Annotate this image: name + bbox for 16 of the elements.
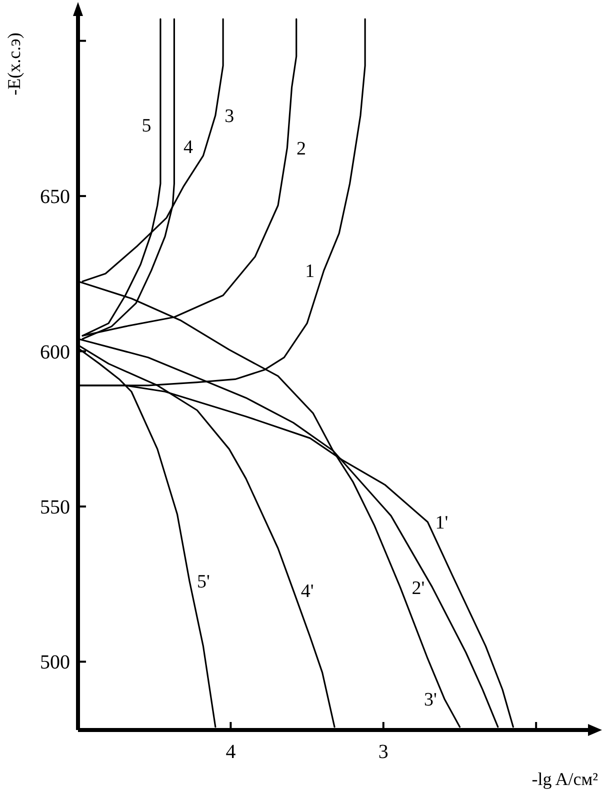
annotation: 2' — [412, 578, 425, 599]
annotation: 3' — [424, 690, 437, 711]
y-tick-label: 550 — [40, 496, 70, 518]
annotation: 5 — [142, 115, 152, 136]
annotation: 1' — [435, 512, 448, 534]
annotation: 3 — [224, 106, 234, 127]
annotation: 4' — [300, 580, 314, 602]
annotation: 4 — [183, 137, 194, 158]
annotation: 2 — [296, 138, 306, 160]
y-tick-label: 500 — [40, 652, 70, 674]
y-tick-label: 650 — [40, 186, 70, 208]
annotation: 5' — [197, 572, 210, 593]
x-axis-title: -lg A/см² — [532, 769, 598, 789]
y-axis-title: -E(х.с.э) — [4, 32, 24, 96]
y-tick-label: 600 — [40, 341, 70, 364]
annotation: 1 — [305, 261, 315, 282]
